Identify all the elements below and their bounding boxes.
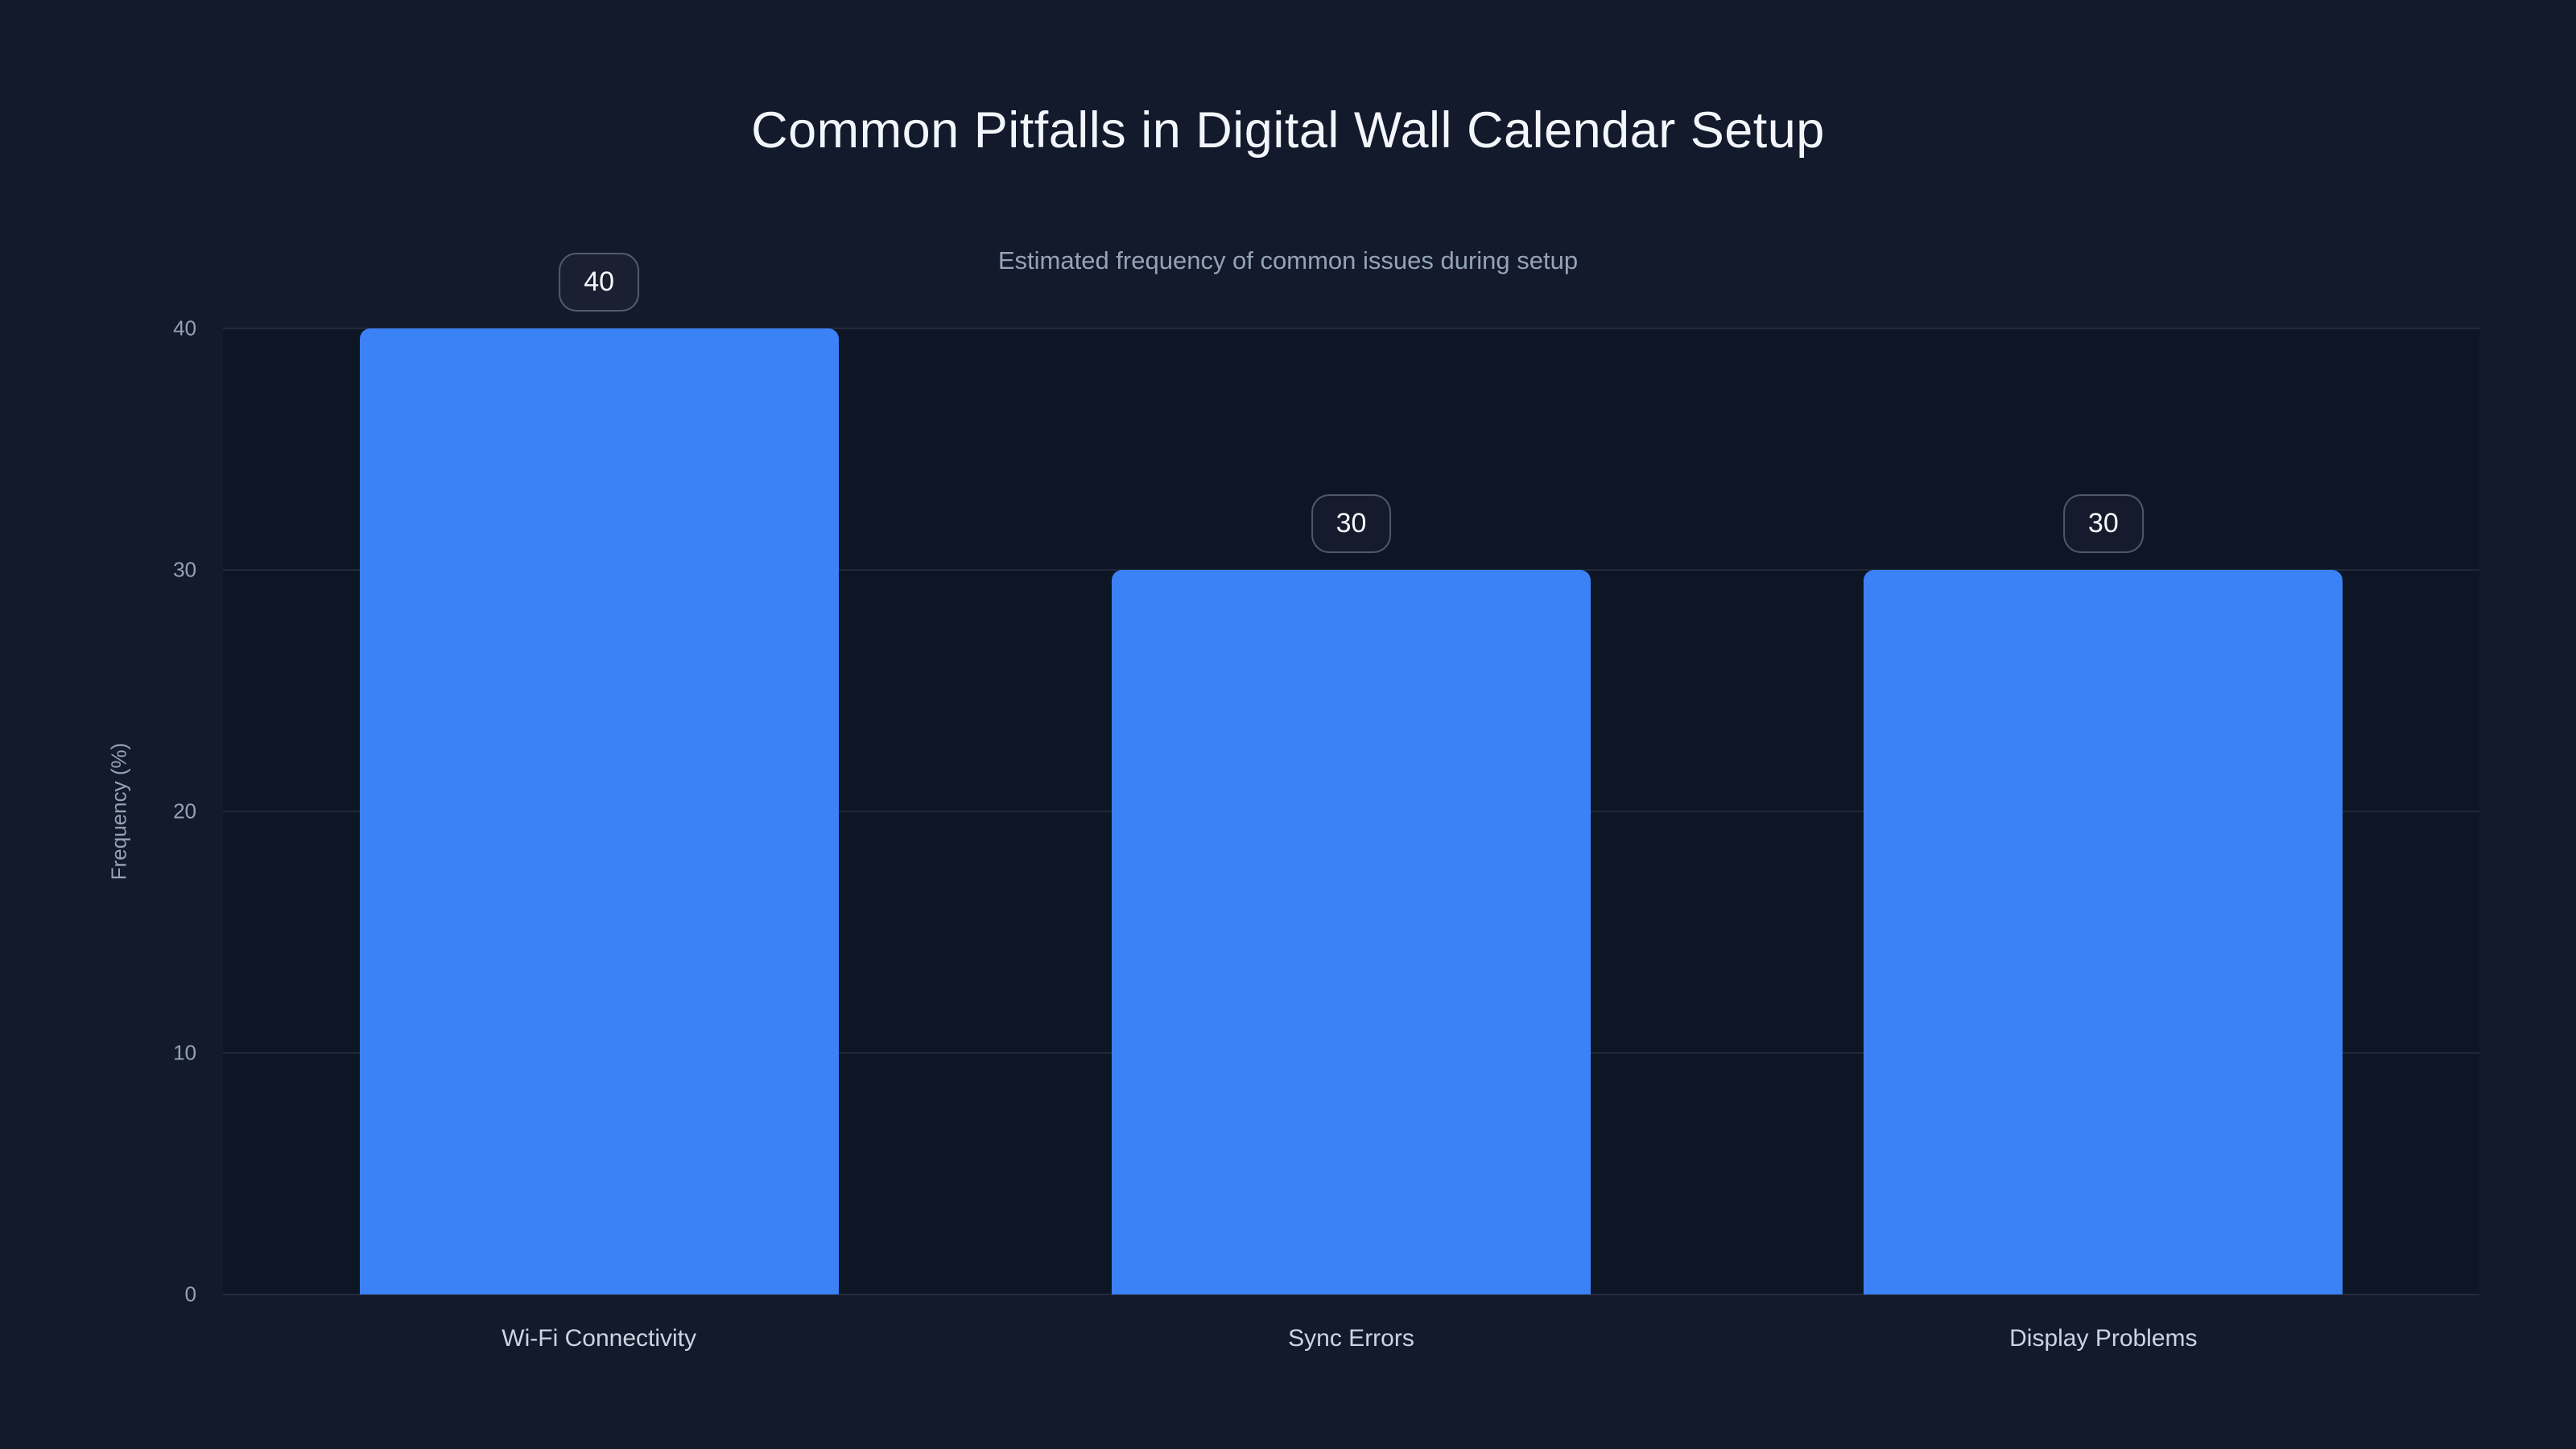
y-tick-label-20: 20 — [173, 799, 196, 824]
bar-wi-fi-connectivity[interactable] — [359, 328, 839, 1294]
y-tick-label-40: 40 — [173, 316, 196, 341]
bar-value-badge-wi-fi-connectivity: 40 — [559, 253, 640, 312]
gridline-y-0 — [223, 1294, 2479, 1295]
bar-value-badge-display-problems: 30 — [2062, 494, 2144, 553]
x-category-label-sync-errors: Sync Errors — [1288, 1325, 1414, 1352]
chart-subtitle: Estimated frequency of common issues dur… — [997, 246, 1579, 275]
y-tick-label-30: 30 — [173, 557, 196, 582]
y-axis-label: Frequency (%) — [106, 742, 131, 881]
y-tick-label-10: 10 — [173, 1040, 196, 1065]
bar-value-badge-sync-errors: 30 — [1311, 494, 1392, 553]
bar-sync-errors[interactable] — [1112, 570, 1591, 1294]
gridline-y-40 — [223, 328, 2479, 329]
chart-title: Common Pitfalls in Digital Wall Calendar… — [751, 102, 1825, 159]
x-category-label-wi-fi-connectivity: Wi-Fi Connectivity — [502, 1325, 697, 1352]
y-tick-label-0: 0 — [184, 1282, 196, 1307]
x-category-label-display-problems: Display Problems — [2009, 1325, 2198, 1352]
bar-display-problems[interactable] — [1864, 570, 2343, 1294]
